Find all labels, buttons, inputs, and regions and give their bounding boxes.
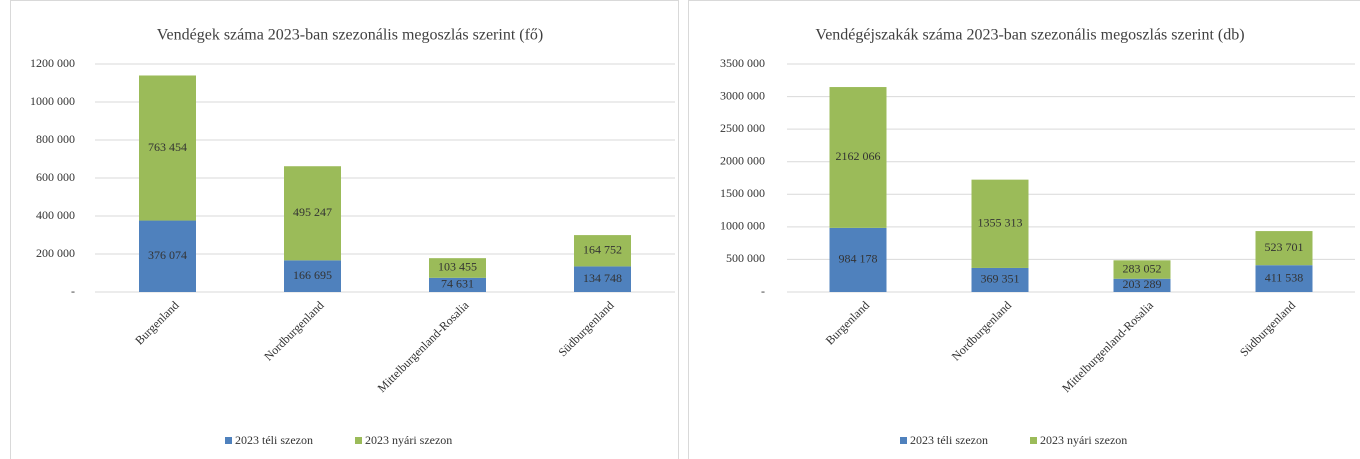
y-tick-label: 1000 000 — [30, 94, 75, 108]
bar-segment — [139, 75, 196, 221]
bar-segment — [971, 267, 1029, 292]
bar-segment — [829, 87, 887, 228]
y-tick-label: 2500 000 — [720, 121, 765, 135]
bar-segment — [829, 227, 887, 292]
chart-title: Vendégéjszakák száma 2023-ban szezonális… — [815, 27, 1244, 44]
x-tick-label: Burgenland — [823, 298, 872, 347]
legend-swatch — [225, 437, 232, 444]
data-label: 164 752 — [583, 242, 622, 256]
y-tick-label: 200 000 — [36, 246, 75, 260]
legend-label: 2023 nyári szezon — [365, 433, 452, 447]
legend-label: 2023 nyári szezon — [1040, 433, 1127, 447]
bar-segment — [139, 220, 196, 292]
y-tick-label: 1000 000 — [720, 219, 765, 233]
bar-segment — [574, 266, 631, 292]
legend-label: 2023 téli szezon — [910, 433, 988, 447]
bar-segment — [1113, 260, 1171, 279]
data-label: 495 247 — [293, 205, 332, 219]
data-label: 763 454 — [148, 140, 187, 154]
legend-swatch — [355, 437, 362, 444]
y-tick-label: - — [761, 284, 765, 298]
x-tick-label: Nordburgenland — [949, 298, 1014, 363]
data-label: 376 074 — [148, 248, 187, 262]
data-label: 283 052 — [1123, 261, 1162, 275]
chart-title: Vendégek száma 2023-ban szezonális megos… — [157, 27, 544, 44]
bar-segment — [284, 260, 341, 292]
bar-segment — [429, 258, 486, 278]
legend-swatch — [900, 437, 907, 444]
chart-frame — [10, 0, 679, 459]
data-label: 411 538 — [1265, 270, 1304, 284]
data-label: 203 289 — [1123, 277, 1162, 291]
bar-segment — [429, 277, 486, 292]
data-label: 134 748 — [583, 271, 622, 285]
x-tick-label: Mittelburgenland-Rosalia — [1059, 298, 1156, 395]
y-tick-label: 600 000 — [36, 170, 75, 184]
x-tick-label: Südburgenland — [1237, 298, 1298, 359]
legend-label: 2023 téli szezon — [235, 433, 313, 447]
data-label: 369 351 — [981, 272, 1020, 286]
y-tick-label: - — [71, 284, 75, 298]
y-tick-label: 3000 000 — [720, 88, 765, 102]
bar-segment — [971, 179, 1029, 268]
y-tick-label: 800 000 — [36, 132, 75, 146]
bar-segment — [574, 235, 631, 267]
data-label: 2162 066 — [836, 149, 881, 163]
y-tick-label: 1200 000 — [30, 56, 75, 70]
data-label: 1355 313 — [978, 216, 1023, 230]
y-tick-label: 1500 000 — [720, 186, 765, 200]
data-label: 74 631 — [441, 277, 474, 291]
data-label: 984 178 — [839, 252, 878, 266]
data-label: 103 455 — [438, 260, 477, 274]
y-tick-label: 400 000 — [36, 208, 75, 222]
data-label: 166 695 — [293, 268, 332, 282]
x-tick-label: Mittelburgenland-Rosalia — [375, 298, 472, 395]
legend-swatch — [1030, 437, 1037, 444]
y-tick-label: 3500 000 — [720, 56, 765, 70]
bar-segment — [1255, 231, 1313, 266]
bar-segment — [1255, 265, 1313, 292]
data-label: 523 701 — [1265, 240, 1304, 254]
chart-frame — [688, 0, 1360, 459]
y-tick-label: 2000 000 — [720, 153, 765, 167]
x-tick-label: Nordburgenland — [261, 298, 326, 363]
bar-segment — [284, 166, 341, 261]
y-tick-label: 500 000 — [726, 251, 765, 265]
x-tick-label: Südburgenland — [555, 298, 616, 359]
bar-segment — [1113, 278, 1171, 292]
x-tick-label: Burgenland — [132, 298, 181, 347]
